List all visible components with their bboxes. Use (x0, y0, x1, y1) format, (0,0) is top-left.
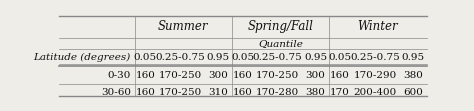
Text: Winter: Winter (357, 21, 398, 34)
Text: 380: 380 (403, 71, 423, 80)
Text: 200-400: 200-400 (354, 88, 397, 97)
Text: 310: 310 (209, 88, 228, 97)
Text: Summer: Summer (158, 21, 209, 34)
Text: 160: 160 (136, 88, 155, 97)
Text: Quantile: Quantile (258, 39, 303, 48)
Text: 160: 160 (136, 71, 155, 80)
Text: 170-250: 170-250 (159, 71, 202, 80)
Text: 170-250: 170-250 (256, 71, 299, 80)
Text: 0.95: 0.95 (304, 53, 327, 62)
Text: 0.95: 0.95 (207, 53, 230, 62)
Text: 170-250: 170-250 (159, 88, 202, 97)
Text: Latitude (degrees): Latitude (degrees) (34, 53, 131, 62)
Text: 170-290: 170-290 (354, 71, 397, 80)
Text: 0.25-0.75: 0.25-0.75 (253, 53, 302, 62)
Text: 0.25-0.75: 0.25-0.75 (350, 53, 400, 62)
Text: 0.05: 0.05 (231, 53, 254, 62)
Text: 0.05: 0.05 (134, 53, 157, 62)
Text: 0.95: 0.95 (401, 53, 425, 62)
Text: 300: 300 (306, 71, 326, 80)
Text: Spring/Fall: Spring/Fall (247, 21, 313, 34)
Text: 160: 160 (330, 71, 350, 80)
Text: 0.25-0.75: 0.25-0.75 (155, 53, 205, 62)
Text: 0.05: 0.05 (328, 53, 352, 62)
Text: 0-30: 0-30 (108, 71, 131, 80)
Text: 170-280: 170-280 (256, 88, 299, 97)
Text: 600: 600 (403, 88, 423, 97)
Text: 380: 380 (306, 88, 326, 97)
Text: 170: 170 (330, 88, 350, 97)
Text: 300: 300 (209, 71, 228, 80)
Text: 30-60: 30-60 (101, 88, 131, 97)
Text: 160: 160 (233, 71, 253, 80)
Text: 160: 160 (233, 88, 253, 97)
